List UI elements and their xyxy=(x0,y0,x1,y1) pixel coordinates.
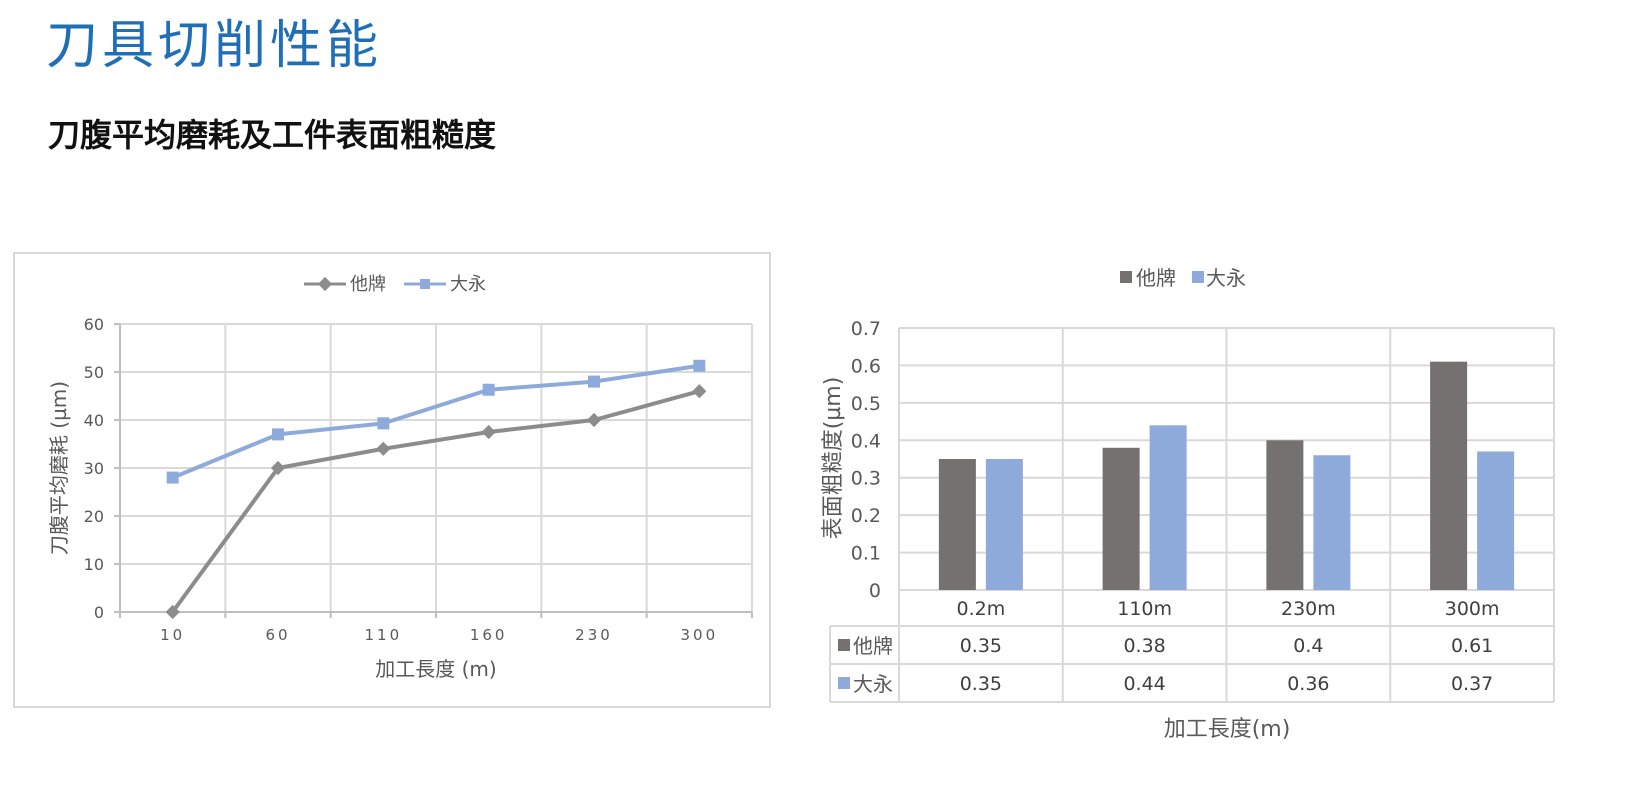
table-key-other xyxy=(838,639,850,651)
series-line-other xyxy=(171,389,700,614)
legend-label-other: 他牌 xyxy=(1136,266,1176,290)
line-chart-legend: 他牌 大永 xyxy=(304,274,486,295)
page-title: 刀具切削性能 xyxy=(46,16,383,76)
y-tick-label: 10 xyxy=(84,555,104,574)
data-point-dayong xyxy=(588,375,600,388)
bar-dayong xyxy=(1313,455,1351,590)
line-chart-grid xyxy=(119,323,753,613)
y-tick-label: 0 xyxy=(94,603,104,622)
bar-other xyxy=(1430,361,1468,590)
x-tick-label: 10 xyxy=(160,626,185,644)
line-chart-x-axis-title: 加工長度 (m) xyxy=(375,657,496,681)
x-tick-label: 110 xyxy=(365,626,403,644)
line-chart-y-axis-title: 刀腹平均磨耗 (µm) xyxy=(47,381,71,555)
legend-marker-other xyxy=(317,276,333,292)
data-point-other xyxy=(586,412,602,428)
table-key-dayong xyxy=(838,677,850,689)
y-tick-label: 0.5 xyxy=(851,393,881,415)
y-tick-label: 20 xyxy=(84,507,104,526)
table-value-other: 0.61 xyxy=(1451,635,1493,657)
bar-chart-bars xyxy=(938,361,1515,590)
x-tick-label: 60 xyxy=(265,626,290,644)
table-value-dayong: 0.36 xyxy=(1287,673,1329,695)
table-value-dayong: 0.35 xyxy=(960,673,1002,695)
bar-dayong xyxy=(1477,451,1515,590)
legend-swatch-other xyxy=(1120,271,1132,283)
data-point-other xyxy=(692,384,707,399)
table-category-label: 110m xyxy=(1117,598,1172,620)
y-tick-label: 0.3 xyxy=(851,468,881,490)
table-value-dayong: 0.44 xyxy=(1123,673,1165,695)
legend-marker-dayong xyxy=(420,279,430,289)
x-tick-label: 160 xyxy=(470,626,508,644)
bar-dayong xyxy=(1149,425,1187,590)
y-tick-label: 0.4 xyxy=(851,430,881,452)
legend-label-dayong: 大永 xyxy=(1206,266,1246,290)
data-point-dayong xyxy=(166,471,179,484)
data-point-other xyxy=(270,460,286,476)
table-value-other: 0.4 xyxy=(1293,635,1323,657)
bar-chart-data-table: 0.2m 0.35 0.35 110m 0.38 0.44 230m 0.4 0.36 300m 0… xyxy=(829,598,1554,703)
bar-chart-legend: 他牌 大永 xyxy=(1120,266,1246,290)
y-tick-label: 0.1 xyxy=(851,543,881,565)
y-tick-label: 0 xyxy=(869,580,881,602)
y-tick-label: 0.7 xyxy=(851,318,881,340)
data-point-dayong xyxy=(272,428,284,441)
table-value-other: 0.38 xyxy=(1123,635,1165,657)
series-line-dayong xyxy=(171,363,700,480)
bar-dayong xyxy=(985,459,1023,590)
line-chart-axes: 0 10 20 30 40 50 60 10 60 110 160 230 300 xyxy=(84,315,753,644)
x-tick-label: 230 xyxy=(575,626,613,644)
data-point-dayong xyxy=(693,359,706,372)
y-tick-label: 40 xyxy=(84,411,104,430)
bar-chart-x-axis-title: 加工長度(m) xyxy=(1164,717,1291,742)
x-tick-label: 300 xyxy=(681,626,719,644)
line-chart-series xyxy=(165,359,707,620)
wear-line-chart: 他牌 大永 0 10 20 30 40 50 60 10 60 110 160 230 300 加工長度… xyxy=(47,274,753,681)
y-tick-label: 0.2 xyxy=(851,505,881,527)
bar-chart-y-axis-title: 表面粗糙度(µm) xyxy=(821,377,846,540)
table-category-label: 0.2m xyxy=(957,598,1006,620)
y-tick-label: 60 xyxy=(84,315,104,334)
data-point-other xyxy=(481,424,496,440)
page-subtitle: 刀腹平均磨耗及工件表面粗糙度 xyxy=(48,116,497,154)
legend-label-other: 他牌 xyxy=(350,274,386,295)
roughness-bar-chart: 他牌 大永 0 0.1 0.2 0.3 0.4 0.5 0.6 0.7 0.2m 0.35 0.3… xyxy=(821,266,1555,742)
data-point-other xyxy=(376,441,391,456)
legend-label-dayong: 大永 xyxy=(450,274,486,295)
bar-other xyxy=(1102,447,1140,590)
bar-other xyxy=(938,459,976,590)
table-category-label: 230m xyxy=(1281,598,1336,620)
bar-other xyxy=(1266,440,1304,590)
legend-swatch-dayong xyxy=(1192,271,1204,283)
table-value-other: 0.35 xyxy=(960,635,1002,657)
table-row-label-other: 他牌 xyxy=(853,634,893,658)
data-point-other xyxy=(165,604,180,620)
y-tick-label: 0.6 xyxy=(851,355,881,377)
data-point-dayong xyxy=(377,417,390,430)
table-category-label: 300m xyxy=(1445,598,1500,620)
table-value-dayong: 0.37 xyxy=(1451,673,1493,695)
y-tick-label: 50 xyxy=(84,363,104,382)
y-tick-label: 30 xyxy=(84,459,104,478)
table-row-label-dayong: 大永 xyxy=(853,672,893,696)
wear-chart-frame xyxy=(13,252,771,708)
data-point-dayong xyxy=(482,383,495,396)
